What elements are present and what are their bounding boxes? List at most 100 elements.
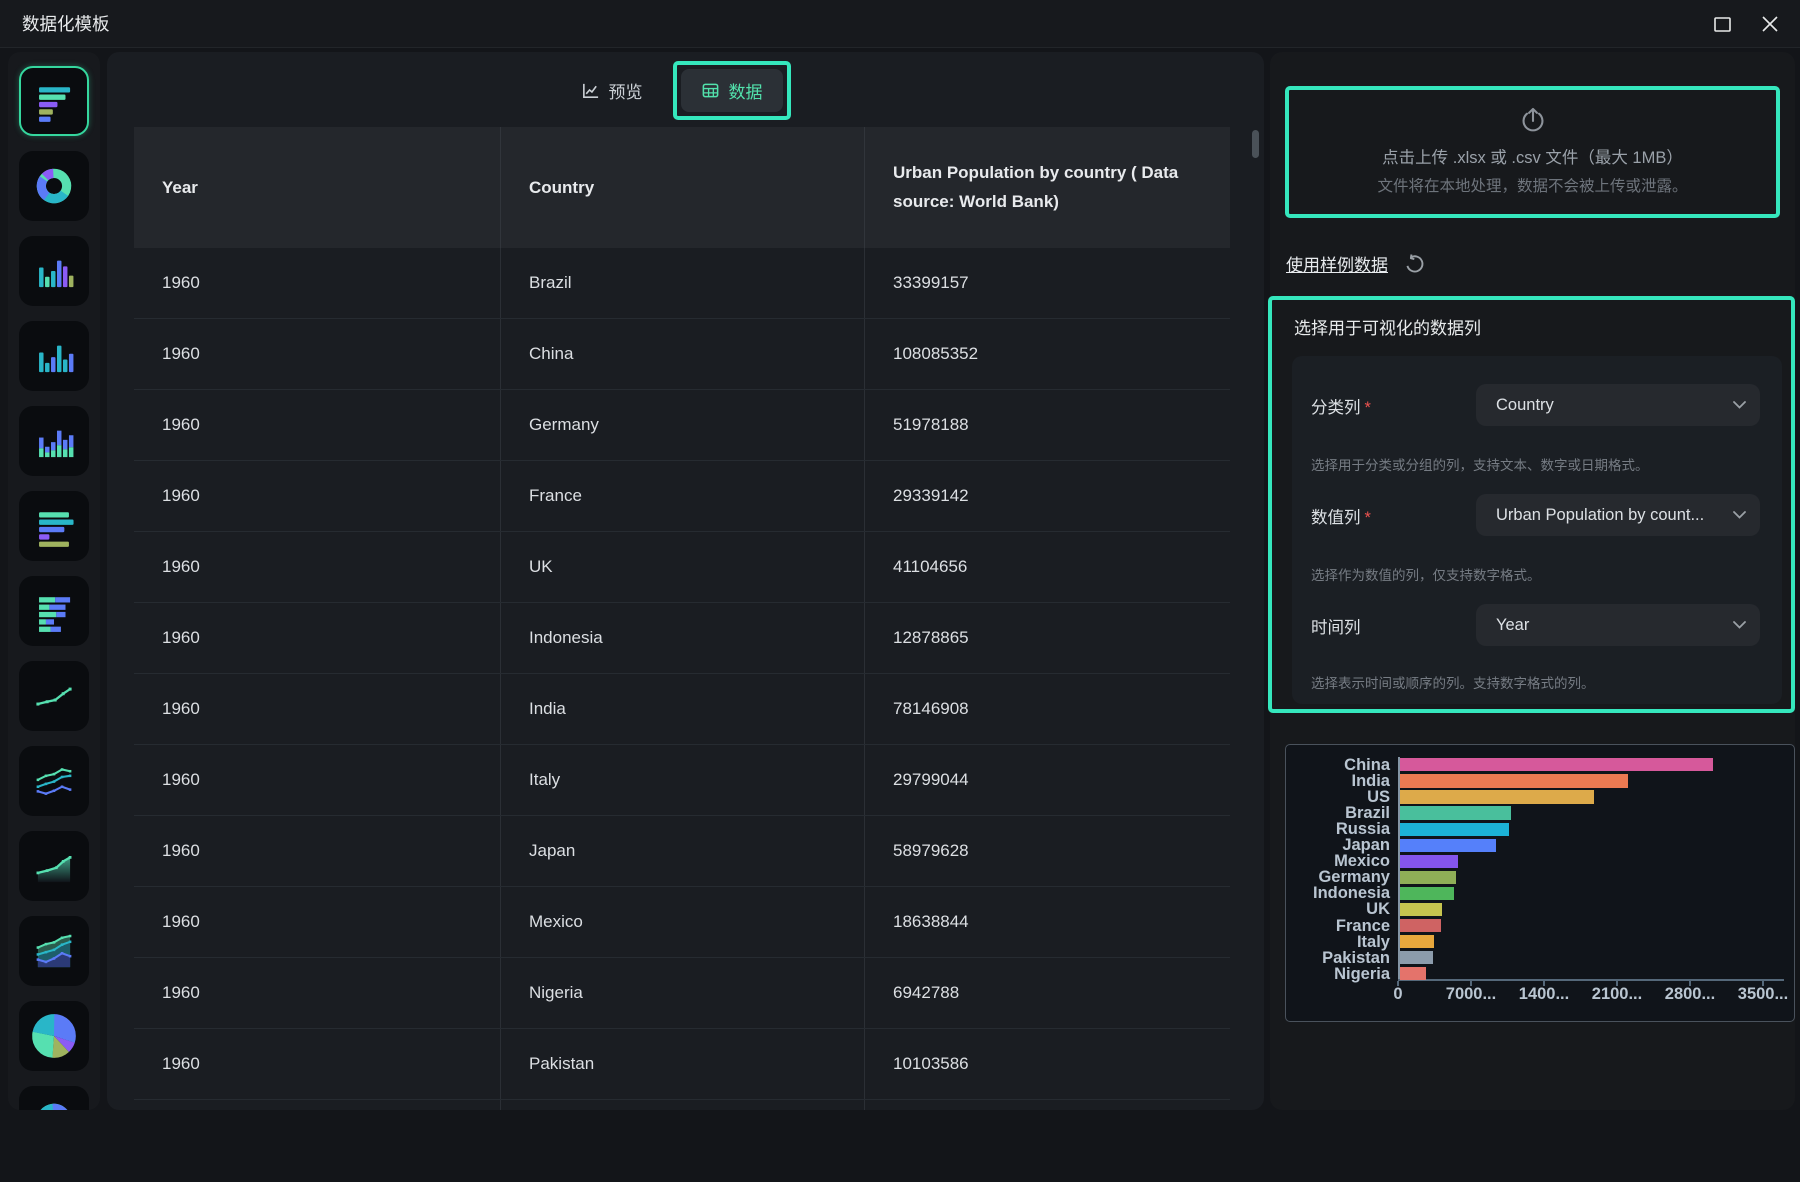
table-row: 1960 Japan 58979628 — [134, 816, 1230, 887]
upload-privacy-note: 文件将在本地处理，数据不会被上传或泄露。 — [1377, 178, 1688, 195]
close-button[interactable] — [1746, 0, 1794, 48]
field-label: 时间列 — [1311, 619, 1361, 637]
value-cell: 51978188 — [864, 390, 1230, 460]
chart-category-label: Mexico — [1334, 852, 1390, 871]
column-header: Urban Population by country ( Data sourc… — [864, 127, 1230, 248]
select-time-column[interactable]: Year — [1476, 604, 1760, 646]
value-cell: 12878865 — [864, 603, 1230, 673]
required-asterisk: * — [1364, 509, 1371, 527]
chevron-down-icon — [1733, 621, 1746, 629]
scrollbar-thumb[interactable] — [1252, 130, 1259, 158]
use-sample-data-link[interactable]: 使用样例数据 — [1286, 255, 1388, 275]
close-icon — [1762, 16, 1778, 32]
annotation-box-upload: 点击上传 .xlsx 或 .csv 文件（最大 1MB） 文件将在本地处理，数据… — [1285, 86, 1780, 218]
chart-tick-mark — [1543, 981, 1545, 986]
chart-tick-mark — [1397, 981, 1399, 986]
tab-preview[interactable]: 预览 — [581, 78, 643, 103]
sample-data-row: 使用样例数据 — [1286, 250, 1425, 276]
sidebar-item-donut-chart-2[interactable] — [19, 1086, 89, 1110]
year-cell: 1960 — [162, 983, 200, 1002]
table-body: 1960 Brazil 33399157 1960 China 108085352 1960… — [134, 248, 1230, 1110]
year-cell: 1960 — [162, 912, 200, 931]
chart-category-label: Indonesia — [1312, 884, 1390, 903]
table-row: 1960 Pakistan 10103586 — [134, 1029, 1230, 1100]
sidebar — [8, 52, 100, 1110]
chart-bar — [1400, 854, 1459, 868]
refresh-icon[interactable] — [1404, 253, 1425, 274]
chart-category-label: China — [1344, 756, 1390, 774]
sidebar-item-stacked-column-chart[interactable] — [19, 406, 89, 476]
sidebar-item-column-chart[interactable] — [19, 321, 89, 391]
window-controls — [1698, 0, 1794, 48]
chart-category-label: Russia — [1335, 820, 1390, 839]
tab-data[interactable]: 数据 — [680, 68, 783, 112]
chart-tick-mark — [1470, 981, 1472, 986]
maximize-icon — [1713, 16, 1731, 32]
country-cell: Italy — [500, 745, 864, 815]
select-category-column[interactable]: Country — [1476, 384, 1760, 426]
column-header: Year — [162, 177, 198, 197]
sidebar-item-column-chart-multicolor[interactable] — [19, 236, 89, 306]
chart-category-label: India — [1351, 772, 1390, 791]
sidebar-item-stacked-bar-chart[interactable] — [19, 576, 89, 646]
column-fields-card: 分类列 * Country 选择用于分类或分组的列，支持文本、数字或日期格式。 数值列 *… — [1292, 356, 1782, 704]
chart-bar — [1400, 886, 1455, 900]
data-table: Year Country Urban Population by country (… — [134, 127, 1230, 1110]
country-cell: Pakistan — [500, 1029, 864, 1099]
chart-bar — [1400, 902, 1442, 916]
year-cell — [134, 1100, 500, 1110]
year-cell: 1960 — [162, 1054, 200, 1073]
chart-category-label: Nigeria — [1334, 964, 1390, 983]
chart-tick-mark — [1762, 981, 1764, 986]
tab-bar: 预览 数据 — [107, 60, 1264, 120]
country-cell: Brazil — [500, 248, 864, 318]
year-cell: 1960 — [162, 841, 200, 860]
select-value-column[interactable]: Urban Population by count... — [1476, 494, 1760, 536]
maximize-button[interactable] — [1698, 0, 1746, 48]
chart-bar — [1400, 806, 1511, 820]
table-icon — [702, 83, 718, 97]
chart-bar — [1400, 918, 1441, 932]
chart-bar — [1400, 870, 1457, 884]
column-header: Country — [500, 127, 864, 248]
sidebar-item-area-chart[interactable] — [19, 831, 89, 901]
chart-category-label: Brazil — [1345, 804, 1390, 823]
value-cell: 33399157 — [864, 248, 1230, 318]
chart-category-label: UK — [1366, 900, 1390, 919]
sidebar-item-stacked-area-chart[interactable] — [19, 916, 89, 986]
year-cell: 1960 — [162, 486, 200, 505]
chart-category-label: France — [1335, 916, 1390, 935]
upload-instruction: 点击上传 .xlsx 或 .csv 文件（最大 1MB） — [1382, 149, 1683, 167]
upload-dropzone[interactable]: 点击上传 .xlsx 或 .csv 文件（最大 1MB） 文件将在本地处理，数据… — [1289, 90, 1776, 214]
tab-preview-label: 预览 — [608, 82, 643, 102]
country-cell: Germany — [500, 390, 864, 460]
chevron-down-icon — [1733, 401, 1746, 409]
annotation-box-data-tab: 数据 — [672, 60, 791, 120]
value-cell: 29799044 — [864, 745, 1230, 815]
sidebar-item-line-chart[interactable] — [19, 661, 89, 731]
chart-category-label: Germany — [1318, 868, 1390, 887]
sidebar-item-pie-chart[interactable] — [19, 1001, 89, 1071]
field-hint: 选择表示时间或顺序的列。支持数字格式的列。 — [1311, 676, 1595, 691]
sidebar-item-donut-chart[interactable] — [19, 151, 89, 221]
chevron-down-icon — [1733, 511, 1746, 519]
table-header: Year Country Urban Population by country (… — [134, 127, 1230, 248]
year-cell: 1960 — [162, 770, 200, 789]
table-row: 1960 Indonesia 12878865 — [134, 603, 1230, 674]
sidebar-item-multi-line-chart[interactable] — [19, 746, 89, 816]
value-cell: 58979628 — [864, 816, 1230, 886]
year-cell: 1960 — [162, 557, 200, 576]
country-cell: Nigeria — [500, 958, 864, 1028]
country-cell: Indonesia — [500, 603, 864, 673]
year-cell: 1960 — [162, 628, 200, 647]
chart-bar — [1400, 838, 1496, 852]
chart-tick-mark — [1689, 981, 1691, 986]
value-cell: 6942788 — [864, 958, 1230, 1028]
table-row: 1960 France 29339142 — [134, 461, 1230, 532]
sidebar-item-horizontal-bar-chart[interactable] — [19, 66, 89, 136]
chart-x-axis — [1398, 979, 1784, 981]
titlebar: 数据化模板 — [0, 0, 1800, 48]
sidebar-item-bar-chart-multicolor[interactable] — [19, 491, 89, 561]
value-cell — [864, 1100, 1230, 1110]
chart-tick-mark — [1616, 981, 1618, 986]
